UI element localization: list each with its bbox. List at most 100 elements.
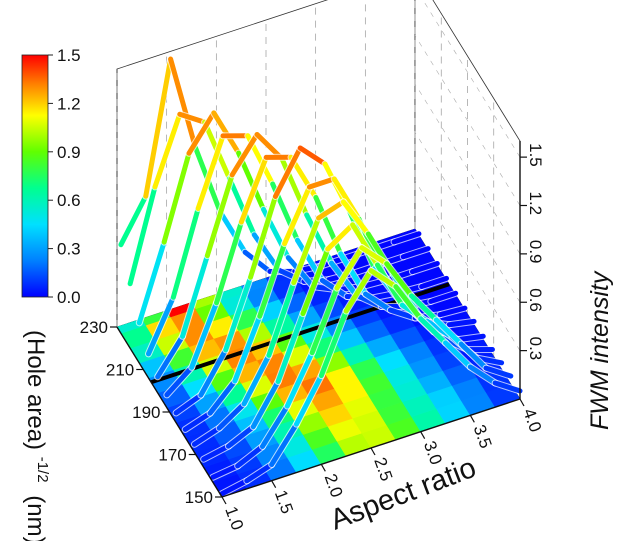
series-segment	[443, 340, 473, 370]
colorbar-tick-label: 0.9	[57, 143, 81, 162]
series-segment	[446, 318, 477, 328]
series-segment	[143, 56, 174, 199]
series-segment	[235, 443, 265, 469]
series-segment	[189, 300, 220, 370]
series-segment	[275, 311, 306, 384]
series-segment	[400, 246, 431, 260]
series-segment	[433, 317, 464, 347]
series-segment	[195, 133, 226, 211]
series-segment	[210, 463, 241, 480]
series-segment	[266, 280, 297, 358]
x-tick-mark	[271, 480, 277, 488]
z-axis-title: FWM intensity	[586, 270, 614, 430]
series-segment	[492, 380, 523, 394]
series-segment	[363, 291, 393, 313]
series-segment	[177, 111, 208, 125]
series-segment	[393, 284, 424, 322]
series-segment	[408, 293, 439, 323]
x-tick-mark	[469, 415, 475, 423]
series-segment	[458, 341, 489, 371]
series-segment	[318, 308, 349, 379]
series-segment	[300, 246, 331, 317]
series-segment	[282, 184, 312, 247]
series-segment	[219, 478, 250, 497]
series-segment	[161, 150, 192, 245]
series-segment	[182, 410, 213, 432]
side-wall-zgrid	[414, 35, 521, 206]
y-axis-title-main: (Hole area)	[22, 330, 49, 450]
series-segment	[276, 267, 307, 284]
x-tick-label: 2.0	[321, 471, 347, 500]
x-tick-mark	[370, 447, 376, 456]
series-segment	[214, 219, 244, 306]
x-tick-mark	[420, 431, 426, 439]
x-tick-label: 2.5	[370, 455, 396, 484]
z-tick-label: 0.9	[526, 240, 545, 264]
series-segment	[409, 261, 440, 275]
side-wall-zgrid	[422, 0, 521, 158]
series-segment	[418, 316, 448, 346]
series-segment	[259, 403, 290, 449]
series-segment	[225, 424, 256, 449]
series-segment	[284, 350, 315, 409]
y-axis-title: (Hole area) -1/2 (nm)	[22, 330, 59, 541]
series-segment	[269, 421, 299, 468]
series-segment	[198, 347, 229, 398]
series-segment	[291, 215, 322, 286]
x-tick-mark	[221, 496, 227, 505]
series-segment	[248, 193, 278, 280]
series-segment	[207, 378, 238, 416]
series-segment	[483, 365, 514, 379]
series-segment	[168, 56, 198, 151]
series-segment	[297, 145, 328, 167]
series-segment	[387, 307, 418, 321]
y-tick-label: 150	[185, 488, 213, 507]
series-segment	[384, 261, 414, 299]
series-segment	[201, 443, 231, 462]
series-segment	[223, 274, 254, 353]
x-tick-mark	[519, 398, 525, 407]
series-segment	[164, 364, 195, 398]
series-segment	[191, 425, 222, 447]
series-segment	[306, 176, 337, 190]
x-tick-label: 4.0	[519, 406, 545, 435]
series-segment	[216, 401, 247, 431]
x-tick-label: 3.5	[470, 422, 496, 451]
z-tick-label: 1.2	[526, 192, 545, 216]
series-segment	[204, 172, 235, 259]
series-segment	[368, 268, 399, 290]
series-segment	[186, 110, 217, 156]
svg-text:(Hole area) -1/2 (: (Hole area) -1/2 (nm)	[22, 330, 59, 541]
series-segment	[155, 333, 186, 380]
series-curves	[117, 55, 524, 498]
y-tick-label: 170	[158, 446, 186, 465]
series-segment	[467, 364, 498, 386]
y-tick-label: 210	[106, 361, 134, 380]
side-wall-zgrid	[414, 132, 521, 303]
series-segment	[180, 253, 210, 339]
series-segment	[359, 245, 390, 267]
colorbar-tick-label: 0.6	[57, 191, 81, 210]
z-tick-label: 0.6	[526, 288, 545, 312]
series-segment	[229, 131, 260, 178]
series-segment	[340, 199, 371, 237]
series-segment	[272, 145, 303, 199]
colorbar-tick-label: 0.3	[57, 240, 81, 259]
colorbar: 1.5 1.2 0.9 0.6 0.3 0.0	[21, 46, 81, 307]
series-segment	[118, 193, 149, 248]
y-axis-title-unit: (nm)	[22, 495, 49, 541]
series-segment	[316, 199, 346, 221]
x-tick-mark	[320, 464, 326, 472]
series-segment	[173, 392, 204, 416]
z-tick-label: 1.5	[526, 143, 545, 167]
series-segment	[241, 352, 272, 407]
series-segment	[334, 245, 365, 291]
series-segment	[232, 313, 263, 384]
series-segment	[152, 111, 183, 190]
series-segment	[238, 154, 269, 225]
x-axis-title: Aspect ratio	[326, 452, 480, 537]
colorbar-tick-label: 1.5	[57, 46, 81, 65]
colorbar-bar	[21, 54, 49, 298]
colorbar-tick-label: 0.0	[57, 288, 81, 307]
